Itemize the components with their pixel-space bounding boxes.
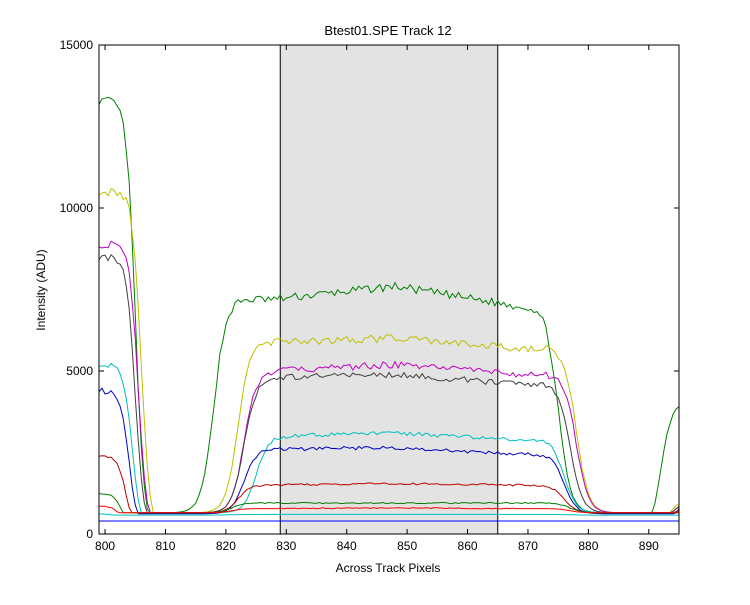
x-tick-label: 820 (216, 539, 236, 553)
x-tick-label: 800 (95, 539, 115, 553)
y-tick-label: 10000 (60, 201, 94, 215)
x-axis-title: Across Track Pixels (336, 561, 441, 575)
x-tick-label: 870 (518, 539, 538, 553)
x-tick-label: 850 (397, 539, 417, 553)
highlight-region (280, 45, 498, 534)
y-axis-title: Intensity (ADU) (34, 249, 48, 330)
x-tick-label: 840 (337, 539, 357, 553)
series-line-9 (98, 505, 679, 514)
x-tick-label: 880 (578, 539, 598, 553)
x-tick-label: 830 (276, 539, 296, 553)
x-tick-label: 810 (155, 539, 175, 553)
y-tick-label: 15000 (60, 38, 94, 52)
chart-title: Btest01.SPE Track 12 (324, 23, 451, 38)
y-tick-label: 5000 (66, 364, 93, 378)
series-line-10 (99, 513, 679, 516)
plot-frame (98, 44, 680, 535)
x-tick-label: 860 (458, 539, 478, 553)
x-tick-label: 890 (639, 539, 659, 553)
y-tick-label: 0 (86, 527, 93, 541)
